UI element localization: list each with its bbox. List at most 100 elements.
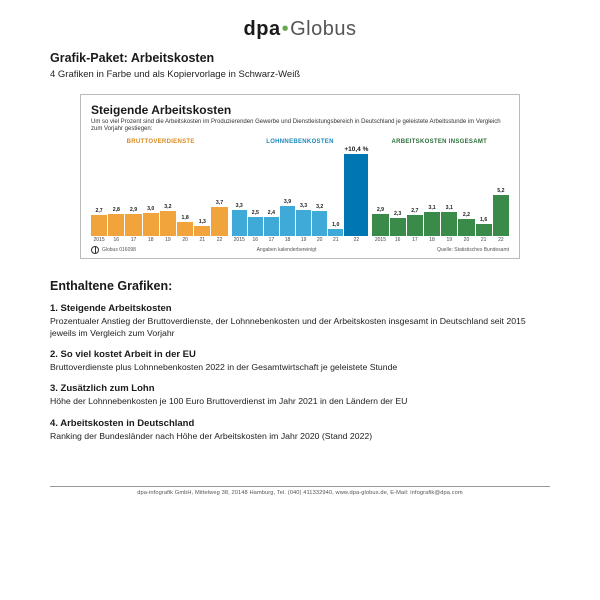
- bar-value-label: 2,8: [113, 207, 120, 213]
- bar-year-label: 17: [269, 237, 275, 243]
- bar-rect: [125, 214, 141, 237]
- bar: 1,021: [328, 222, 343, 244]
- chart-title: Steigende Arbeitskosten: [91, 103, 509, 117]
- bar-rect: [441, 212, 457, 236]
- chart-footer: Globus 016098 Angaben kalenderbereinigt …: [91, 246, 509, 254]
- bar-year-label: 19: [301, 237, 307, 243]
- list-item: 4. Arbeitskosten in Deutschland Ranking d…: [50, 418, 550, 442]
- bar-value-label: 2,7: [411, 208, 418, 214]
- bar-rect: [372, 214, 388, 237]
- chart-source-left-text: Globus 016098: [102, 247, 136, 253]
- bar-year-label: 16: [114, 237, 120, 243]
- bar-year-label: 22: [354, 237, 360, 243]
- bar: 2,316: [390, 211, 406, 243]
- bar-rect: [476, 224, 492, 237]
- bar-rect: [91, 215, 107, 236]
- bar-year-label: 21: [333, 237, 339, 243]
- bar-year-label: 16: [395, 237, 401, 243]
- bar: 3,918: [280, 199, 295, 244]
- bar: 2,516: [248, 210, 263, 244]
- bar-rect: [264, 217, 279, 236]
- bar: 2,917: [125, 207, 141, 244]
- bar-value-label: 2,2: [463, 212, 470, 218]
- bar-year-label: 16: [253, 237, 259, 243]
- bar-year-label: 21: [481, 237, 487, 243]
- bar-year-label: 19: [446, 237, 452, 243]
- bar-rect: [344, 154, 368, 236]
- bar: 5,222: [493, 188, 509, 243]
- chart-source-left: Globus 016098: [91, 246, 136, 254]
- bar-year-label: 21: [200, 237, 206, 243]
- bar-value-label: 3,0: [147, 206, 154, 212]
- list-item-desc: Ranking der Bundesländer nach Höhe der A…: [50, 431, 550, 442]
- bar-year-label: 2015: [375, 237, 386, 243]
- bar-rect: [177, 222, 193, 236]
- list-item-title: 4. Arbeitskosten in Deutschland: [50, 418, 550, 429]
- contents-heading: Enthaltene Grafiken:: [50, 279, 550, 293]
- page-footer: dpa-infografik GmbH, Mittelweg 38, 20148…: [50, 486, 550, 496]
- bar-value-label: 2,7: [95, 208, 102, 214]
- bar-value-label: 2,4: [268, 210, 275, 216]
- bar-rect: [296, 210, 311, 236]
- bar-rect: [143, 213, 159, 237]
- globus-icon: [91, 246, 99, 254]
- bar: 3,2 20: [312, 204, 327, 243]
- bar-value-label: +10,4 %: [344, 146, 368, 153]
- logo-globus: Globus: [290, 18, 356, 40]
- bar-rect: [424, 212, 440, 236]
- bar-rect: [232, 210, 247, 236]
- bar: 3,3 19: [296, 203, 311, 243]
- bar-value-label: 3,7: [216, 200, 223, 206]
- bar-rect: [407, 215, 423, 236]
- bar-value-label: 3,3: [300, 203, 307, 209]
- bar-value-label: 3,1: [446, 205, 453, 211]
- list-item-title: 1. Steigende Arbeitskosten: [50, 303, 550, 314]
- bar: 3,722: [211, 200, 227, 243]
- bar-rect: [108, 214, 124, 236]
- bar-value-label: 5,2: [497, 188, 504, 194]
- bar-group: 3,3 20152,516 2,4 17 3,918 3,3 19 3,2 20 1,021 +10…: [232, 146, 369, 243]
- bar-value-label: 3,3: [236, 203, 243, 209]
- chart-footer-center: Angaben kalenderbereinigt: [257, 247, 317, 253]
- brand-logo: dpa•Globus: [50, 18, 550, 41]
- bar: 3,219: [160, 204, 176, 243]
- bar-value-label: 1,6: [480, 217, 487, 223]
- chart-preview: Steigende Arbeitskosten Um so viel Proze…: [80, 94, 520, 259]
- package-title: Grafik-Paket: Arbeitskosten: [50, 51, 550, 65]
- list-item-desc: Höhe der Lohnnebenkosten je 100 Euro Bru…: [50, 396, 550, 407]
- bar-rect: [312, 211, 327, 236]
- bar-year-label: 20: [317, 237, 323, 243]
- bar-year-label: 2015: [234, 237, 245, 243]
- bar: 2,9 2015: [372, 207, 388, 244]
- bar-value-label: 2,9: [377, 207, 384, 213]
- bar-rect: [194, 226, 210, 236]
- bar-year-label: 20: [182, 237, 188, 243]
- list-item-desc: Prozentualer Anstieg der Bruttoverdienst…: [50, 316, 550, 339]
- bar-year-label: 17: [131, 237, 137, 243]
- bar: 1,321: [194, 219, 210, 243]
- bar-rect: [211, 207, 227, 236]
- bar-year-label: 18: [148, 237, 154, 243]
- chart-plot: 2,720152,8162,9173,0183,2191,8201,3213,7…: [91, 147, 509, 243]
- logo-dot-icon: •: [282, 18, 290, 40]
- bar-year-label: 2015: [94, 237, 105, 243]
- series-label: LOHNNEBENKOSTEN: [230, 139, 369, 145]
- bar: 1,820: [177, 215, 193, 243]
- bar-value-label: 3,2: [316, 204, 323, 210]
- package-subtitle: 4 Grafiken in Farbe und als Kopiervorlag…: [50, 69, 550, 80]
- series-label: ARBEITSKOSTEN INSGESAMT: [370, 139, 509, 145]
- list-item: 1. Steigende Arbeitskosten Prozentualer A…: [50, 303, 550, 339]
- bar-value-label: 3,2: [164, 204, 171, 210]
- bar: 3,118: [424, 205, 440, 243]
- bar-rect: [458, 219, 474, 236]
- bar: 3,1 19: [441, 205, 457, 243]
- bar-rect: [328, 229, 343, 237]
- bar-year-label: 17: [412, 237, 418, 243]
- bar: 1,6 21: [476, 217, 492, 244]
- bar: 2,8 16: [108, 207, 124, 243]
- bar: 2,4 17: [264, 210, 279, 243]
- list-item: 3. Zusätzlich zum Lohn Höhe der Lohnneben…: [50, 383, 550, 407]
- series-label: BRUTTOVERDIENSTE: [91, 139, 230, 145]
- list-item-title: 3. Zusätzlich zum Lohn: [50, 383, 550, 394]
- bar: 2,7 2015: [91, 208, 107, 243]
